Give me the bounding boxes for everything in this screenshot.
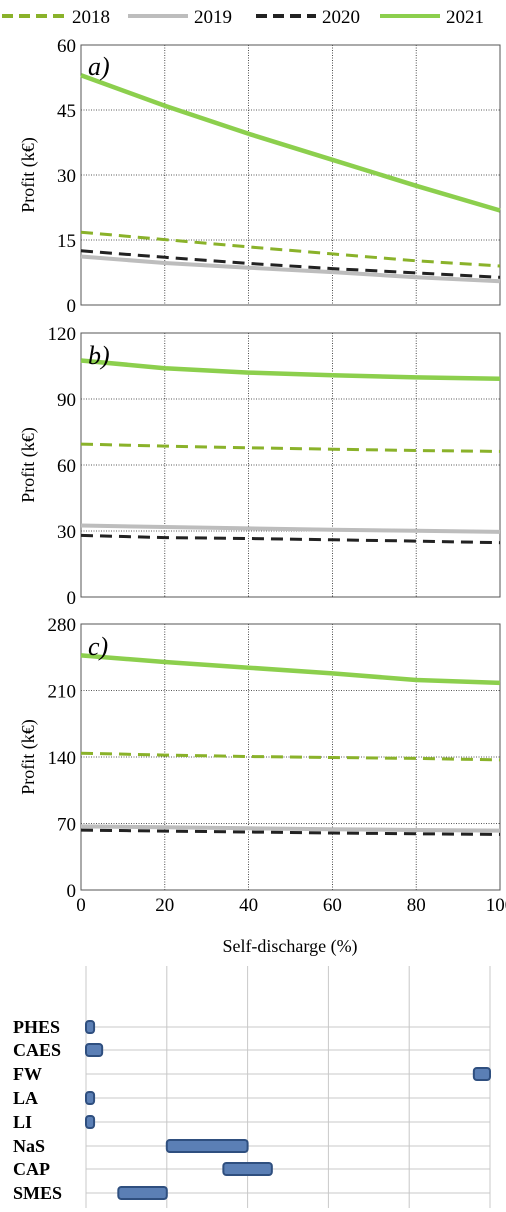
x-axis-label: Self-discharge (%) xyxy=(222,936,357,957)
tech-label-CAP: CAP xyxy=(13,1159,50,1179)
range-bar-LI xyxy=(85,1115,96,1129)
y-axis-label: Profit (k€) xyxy=(18,137,39,213)
plot-frame xyxy=(80,44,501,306)
y-tick-label: 120 xyxy=(48,324,77,345)
plot-frame xyxy=(80,623,501,891)
y-tick-label: 60 xyxy=(57,456,76,477)
x-tick-label: 100 xyxy=(486,895,506,916)
y-tick-label: 280 xyxy=(48,615,77,636)
y-axis-label: Profit (k€) xyxy=(18,719,39,795)
series-line-2021 xyxy=(80,653,501,686)
legend-label-2020: 2020 xyxy=(322,7,360,28)
panel-1: 0 15 30 45 60 Profit (k€) a) xyxy=(18,36,501,317)
panel-label: b) xyxy=(88,341,110,370)
y-tick-label: 0 xyxy=(67,296,77,317)
panel-label: c) xyxy=(88,632,108,661)
legend-label-2018: 2018 xyxy=(72,7,110,28)
series-line-2018 xyxy=(80,751,501,762)
x-tick-label: 60 xyxy=(323,895,342,916)
series-line-2019 xyxy=(80,254,501,284)
y-tick-label: 0 xyxy=(67,881,77,902)
y-tick-label: 60 xyxy=(57,36,76,57)
panel-label: a) xyxy=(88,52,110,81)
tech-label-FW: FW xyxy=(13,1064,42,1084)
range-bar-CAES xyxy=(85,1043,104,1057)
series-line-2019 xyxy=(80,523,501,534)
series-line-2021 xyxy=(80,73,501,213)
series-line-2018 xyxy=(80,230,501,268)
tech-label-SMES: SMES xyxy=(13,1183,62,1203)
range-bar-NaS xyxy=(165,1139,249,1153)
range-bar-SMES xyxy=(117,1186,168,1200)
technology-range-chart: PHES CAES FW LA LI NaS CAP SMES xyxy=(13,966,491,1208)
series-line-2020 xyxy=(80,249,501,279)
x-tick-label: 0 xyxy=(76,895,86,916)
y-tick-label: 140 xyxy=(48,748,77,769)
series-line-2020 xyxy=(80,533,501,545)
panel-3: 0 70 140 210 280 Profit (k€) c) 0 20 40 60 80 100 Sel… xyxy=(18,615,506,957)
panel-2: 0 30 60 90 120 Profit (k€) b) xyxy=(18,324,501,609)
legend: 2018 2019 2020 2021 xyxy=(2,7,484,28)
series-line-2020 xyxy=(80,828,501,836)
x-tick-label: 40 xyxy=(239,895,258,916)
range-bar-FW xyxy=(472,1067,491,1081)
plot-frame xyxy=(80,332,501,598)
tech-label-LA: LA xyxy=(13,1088,38,1108)
y-axis-label: Profit (k€) xyxy=(18,427,39,503)
x-tick-label: 80 xyxy=(407,895,426,916)
tech-label-PHES: PHES xyxy=(13,1017,60,1037)
y-tick-label: 30 xyxy=(57,166,76,187)
tech-label-LI: LI xyxy=(13,1112,32,1132)
series-line-2018 xyxy=(80,442,501,453)
y-tick-label: 90 xyxy=(57,390,76,411)
legend-label-2021: 2021 xyxy=(446,7,484,28)
x-tick-label: 20 xyxy=(155,895,174,916)
range-bar-LA xyxy=(85,1091,96,1105)
y-tick-label: 70 xyxy=(57,815,76,836)
range-bar-CAP xyxy=(222,1162,273,1176)
y-tick-label: 15 xyxy=(57,231,76,252)
y-tick-label: 45 xyxy=(57,101,76,122)
tech-label-CAES: CAES xyxy=(13,1040,61,1060)
tech-label-NaS: NaS xyxy=(13,1136,45,1156)
y-tick-label: 0 xyxy=(67,588,77,609)
legend-label-2019: 2019 xyxy=(194,7,232,28)
series-line-2021 xyxy=(80,358,501,382)
series-line-2019 xyxy=(80,824,501,833)
y-tick-label: 210 xyxy=(48,682,77,703)
line-panels: 0 15 30 45 60 Profit (k€) a) 0 30 60 90 120 Profit (… xyxy=(18,36,506,957)
range-bar-PHES xyxy=(85,1020,96,1034)
y-tick-label: 30 xyxy=(57,522,76,543)
